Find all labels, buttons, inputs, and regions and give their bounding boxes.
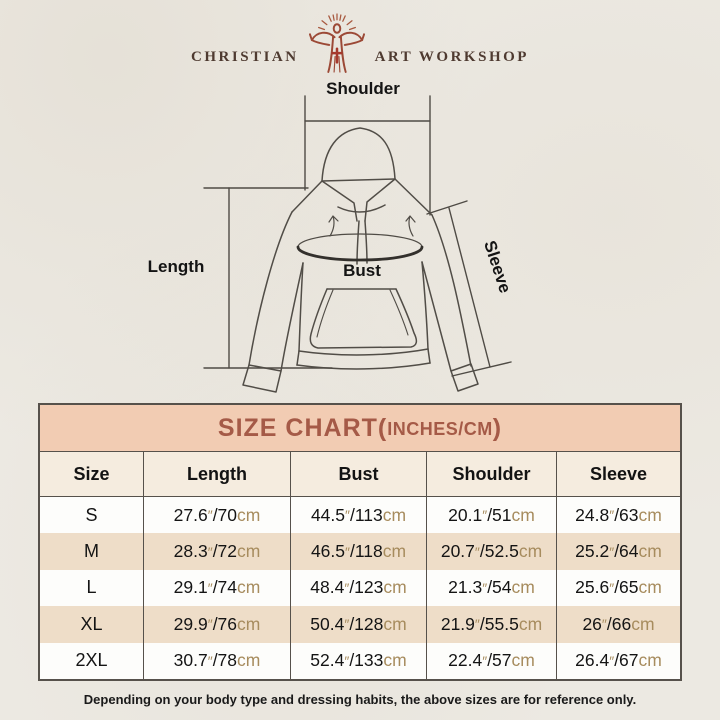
size-value: 2XL: [40, 642, 144, 679]
bust-measure-line: [296, 233, 424, 262]
sleeve-measure-line: [451, 361, 512, 377]
measurement-cell: 48.4 ″/123 cm: [291, 569, 427, 607]
measurement-cell: 21.9 ″/55.5 cm: [427, 606, 557, 643]
length-label: Length: [147, 257, 205, 276]
size-value: M: [40, 533, 144, 570]
measurement-cell: 25.2 ″/64 cm: [575, 541, 662, 562]
column-header-size: Size: [40, 452, 144, 496]
measurement-cell: 20.1 ″/51 cm: [427, 497, 557, 534]
sleeve-measure-line: [426, 200, 468, 215]
measurement-cell: 44.5 ″/113 cm: [291, 497, 427, 534]
table-header-row: Size Length Bust Shoulder Sleeve: [40, 452, 680, 497]
measurement-cell: 52.4 ″/133 cm: [291, 642, 427, 679]
brand-name-right: ART WORKSHOP: [374, 49, 529, 65]
measurement-cell: 22.4 ″/57 cm: [427, 642, 557, 679]
size-chart-title: SIZE CHART(INCHES/CM): [40, 405, 680, 452]
measurement-cell: 46.5 ″/118 cm: [291, 533, 427, 570]
column-header-bust: Bust: [291, 452, 427, 496]
measurement-cell: 29.9 ″/76 cm: [144, 606, 291, 643]
measurement-cell: 20.7 ″/52.5 cm: [427, 533, 557, 570]
sleeve-label: Sleeve: [480, 238, 515, 296]
size-value: S: [40, 497, 144, 534]
size-row-2xl: 2XL 30.7 ″/78 cm 52.4 ″/133 cm 22.4 ″/57 cm 26.4 ″ /…: [40, 642, 680, 679]
measurement-cell: 25.6 ″/65 cm: [575, 577, 662, 598]
measurement-cell: 29.1 ″/74 cm: [144, 569, 291, 607]
title-text: ): [492, 413, 503, 442]
measurement-cell: 21.3 ″/54 cm: [427, 569, 557, 607]
measurement-cell: 28.3 ″/72 cm: [144, 533, 291, 570]
reference-note: Depending on your body type and dressing…: [83, 692, 637, 707]
column-header-shoulder: Shoulder: [427, 452, 557, 496]
size-value: L: [40, 569, 144, 607]
shoulder-label: Shoulder: [326, 79, 400, 98]
brand-name-left: CHRISTIAN: [191, 49, 299, 65]
measurement-cell: 26 ″/66 cm: [582, 613, 655, 634]
measurement-cell: 30.7 ″/78 cm: [144, 642, 291, 679]
title-text: SIZE CHART(: [217, 413, 388, 442]
column-header-sleeve: Sleeve: [589, 463, 648, 484]
size-row-m: M 28.3 ″/72 cm 46.5 ″/118 cm 20.7 ″/52.5 cm 25.2 ″ /…: [40, 533, 680, 570]
measurement-cell: 24.8 ″/63 cm: [575, 504, 662, 525]
column-header-length: Length: [144, 452, 291, 496]
size-row-xl: XL 29.9 ″/76 cm 50.4 ″/128 cm 21.9 ″/55.5 cm 26 ″/6…: [40, 606, 680, 643]
size-row-s: S 27.6 ″/70 cm 44.5 ″/113 cm 20.1 ″/51 cm 24.8 ″/63…: [40, 497, 680, 534]
measurement-cell: 26.4 ″/67 cm: [575, 650, 662, 671]
brand-logo: CHRISTIAN ART WORKSHOP: [0, 10, 720, 74]
jesus-logo-icon: [308, 13, 365, 73]
hoodie-illustration: [242, 127, 479, 393]
measurement-cell: 27.6 ″/70 cm: [144, 497, 291, 534]
size-value: XL: [40, 606, 144, 643]
measurement-cell: 50.4 ″/128 cm: [291, 606, 427, 643]
table-body: S 27.6 ″/70 cm 44.5 ″/113 cm 20.1 ″/51 cm 24.8 ″/63…: [40, 497, 680, 679]
size-row-l: L 29.1 ″/74 cm 48.4 ″/123 cm 21.3 ″/54 cm 25.6 ″/65…: [40, 569, 680, 607]
size-chart-table: SIZE CHART(INCHES/CM) Size Length Bust Shou…: [38, 403, 682, 681]
title-units-text: INCHES/CM: [387, 419, 493, 439]
bust-label: Bust: [343, 261, 381, 280]
